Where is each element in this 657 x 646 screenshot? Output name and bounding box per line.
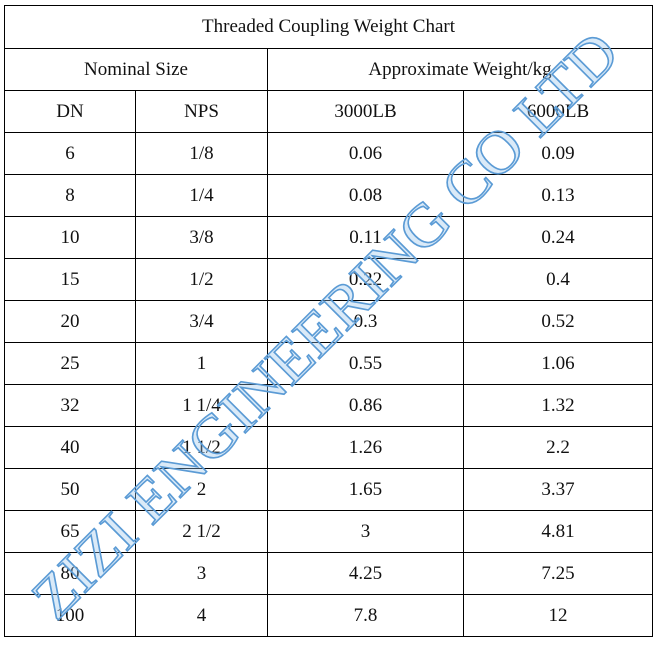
table-cell: 0.06 — [267, 132, 464, 175]
column-header: 3000LB — [267, 90, 464, 133]
table-cell: 1.26 — [267, 426, 464, 469]
table-row: 65 2 1/2 3 4.81 — [4, 510, 654, 553]
group-header: Approximate Weight/kg — [266, 48, 654, 91]
table-cell: 0.55 — [267, 342, 464, 385]
table-row: 80 3 4.25 7.25 — [4, 552, 654, 595]
table-title: Threaded Coupling Weight Chart — [3, 5, 654, 49]
table-cell: 1 — [135, 342, 268, 385]
table-cell: 3 — [267, 510, 464, 553]
table-cell: 0.11 — [267, 216, 464, 259]
table-cell: 4.81 — [462, 510, 654, 553]
table-cell: 3/8 — [135, 216, 268, 259]
table-cell: 40 — [4, 426, 136, 469]
table-cell: 2 — [135, 468, 268, 511]
table-cell: 12 — [462, 594, 654, 637]
table-cell: 80 — [4, 552, 136, 595]
table-cell: 1 1/2 — [135, 426, 268, 469]
column-header: 6000LB — [462, 90, 654, 133]
table-cell: 1/4 — [135, 174, 268, 217]
table-cell: 2 1/2 — [135, 510, 268, 553]
table-cell: 1.32 — [462, 384, 654, 427]
table-row: 6 1/8 0.06 0.09 — [4, 132, 654, 175]
table-cell: 100 — [4, 594, 136, 637]
table-cell: 25 — [4, 342, 136, 385]
column-header-row: DN NPS 3000LB 6000LB — [4, 90, 654, 133]
table-row: 40 1 1/2 1.26 2.2 — [4, 426, 654, 469]
group-header: Nominal Size — [4, 48, 268, 91]
table-cell: 0.4 — [462, 258, 654, 301]
column-header: NPS — [135, 90, 268, 133]
table-cell: 1.65 — [267, 468, 464, 511]
weight-table: Threaded Coupling Weight Chart Nominal S… — [3, 5, 654, 637]
table-cell: 8 — [4, 174, 136, 217]
table-row: 20 3/4 0.3 0.52 — [4, 300, 654, 343]
table-row: 8 1/4 0.08 0.13 — [4, 174, 654, 217]
table-cell: 0.08 — [267, 174, 464, 217]
column-header: DN — [4, 90, 136, 133]
table-cell: 7.25 — [462, 552, 654, 595]
table-cell: 20 — [4, 300, 136, 343]
table-cell: 0.3 — [267, 300, 464, 343]
table-cell: 32 — [4, 384, 136, 427]
table-row: 10 3/8 0.11 0.24 — [4, 216, 654, 259]
table-cell: 0.09 — [462, 132, 654, 175]
table-row: 15 1/2 0.22 0.4 — [4, 258, 654, 301]
table-row: 50 2 1.65 3.37 — [4, 468, 654, 511]
table-cell: 50 — [4, 468, 136, 511]
table-row: 32 1 1/4 0.86 1.32 — [4, 384, 654, 427]
table-cell: 0.13 — [462, 174, 654, 217]
table-cell: 0.24 — [462, 216, 654, 259]
table-row: 25 1 0.55 1.06 — [4, 342, 654, 385]
table-cell: 4.25 — [267, 552, 464, 595]
table-cell: 6 — [4, 132, 136, 175]
table-cell: 7.8 — [267, 594, 464, 637]
table-cell: 1/2 — [135, 258, 268, 301]
table-cell: 0.22 — [267, 258, 464, 301]
table-cell: 3.37 — [462, 468, 654, 511]
table-cell: 3 — [135, 552, 268, 595]
table-row: 100 4 7.8 12 — [4, 594, 654, 637]
table-cell: 3/4 — [135, 300, 268, 343]
table-cell: 1.06 — [462, 342, 654, 385]
table-cell: 0.52 — [462, 300, 654, 343]
table-cell: 65 — [4, 510, 136, 553]
table-cell: 1/8 — [135, 132, 268, 175]
table-cell: 1 1/4 — [135, 384, 268, 427]
table-cell: 15 — [4, 258, 136, 301]
table-cell: 2.2 — [462, 426, 654, 469]
table-cell: 10 — [4, 216, 136, 259]
table-cell: 4 — [135, 594, 268, 637]
table-cell: 0.86 — [267, 384, 464, 427]
